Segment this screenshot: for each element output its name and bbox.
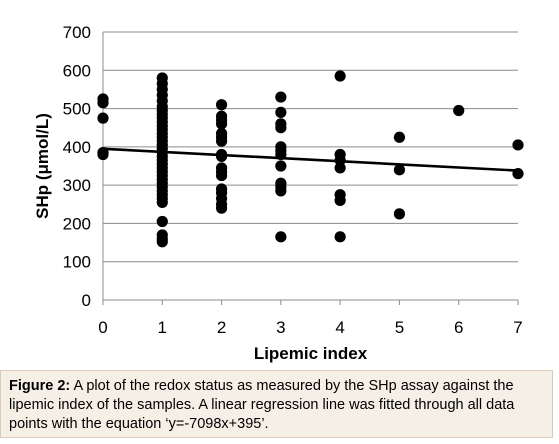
- x-tick-label: 5: [395, 318, 404, 337]
- x-tick-label: 6: [454, 318, 463, 337]
- data-point: [215, 99, 228, 111]
- data-point: [334, 162, 346, 174]
- data-point: [275, 185, 287, 197]
- y-tick-label: 600: [63, 61, 91, 80]
- y-tick-label: 400: [63, 138, 91, 157]
- x-tick-label: 7: [513, 318, 522, 337]
- x-tick-label: 3: [276, 318, 285, 337]
- scatter-chart: 0 100 200 300 400 500 600 700 0 1 2 3 4 5 6 7 Lipemic in…: [33, 23, 524, 363]
- data-point: [97, 148, 109, 161]
- y-tick-label: 100: [63, 253, 91, 272]
- data-point: [275, 106, 287, 118]
- regression-line: [102, 147, 519, 172]
- x-tick-label: 2: [217, 318, 226, 337]
- data-point: [275, 160, 287, 172]
- chart-area: 0 100 200 300 400 500 600 700 0 1 2 3 4 5 6 7 Lipemic in…: [33, 23, 524, 363]
- data-point: [156, 196, 168, 208]
- data-point: [334, 231, 346, 243]
- data-point: [512, 139, 524, 151]
- data-point: [97, 112, 109, 124]
- y-axis-title: SHp (μmol/L): [33, 113, 52, 219]
- data-point: [334, 194, 346, 207]
- data-point: [453, 104, 465, 117]
- y-tick-label: 0: [82, 291, 91, 310]
- data-point: [215, 169, 228, 182]
- data-point: [393, 131, 406, 143]
- data-point: [215, 135, 228, 147]
- data-point: [334, 70, 346, 82]
- x-tick-label: 0: [98, 318, 107, 337]
- data-point: [156, 236, 168, 248]
- y-tick-label: 300: [63, 176, 91, 195]
- y-tick-label: 200: [63, 214, 91, 233]
- data-point: [393, 164, 406, 176]
- data-point: [275, 231, 287, 243]
- x-tick-label: 1: [158, 318, 167, 337]
- data-point: [275, 91, 287, 103]
- figure-caption: Figure 2: A plot of the redox status as …: [0, 370, 553, 438]
- caption-lead: Figure 2:: [9, 378, 71, 394]
- data-point: [215, 202, 228, 214]
- data-point: [97, 97, 109, 109]
- caption-text: A plot of the redox status as measured b…: [9, 378, 515, 432]
- data-point: [156, 215, 168, 228]
- y-tick-label: 700: [63, 23, 91, 42]
- data-point: [215, 118, 228, 130]
- data-point: [275, 122, 287, 134]
- y-tick-label: 500: [63, 100, 91, 119]
- data-point: [393, 208, 406, 220]
- x-axis-title: Lipemic index: [254, 344, 368, 363]
- x-tick-label: 4: [335, 318, 344, 337]
